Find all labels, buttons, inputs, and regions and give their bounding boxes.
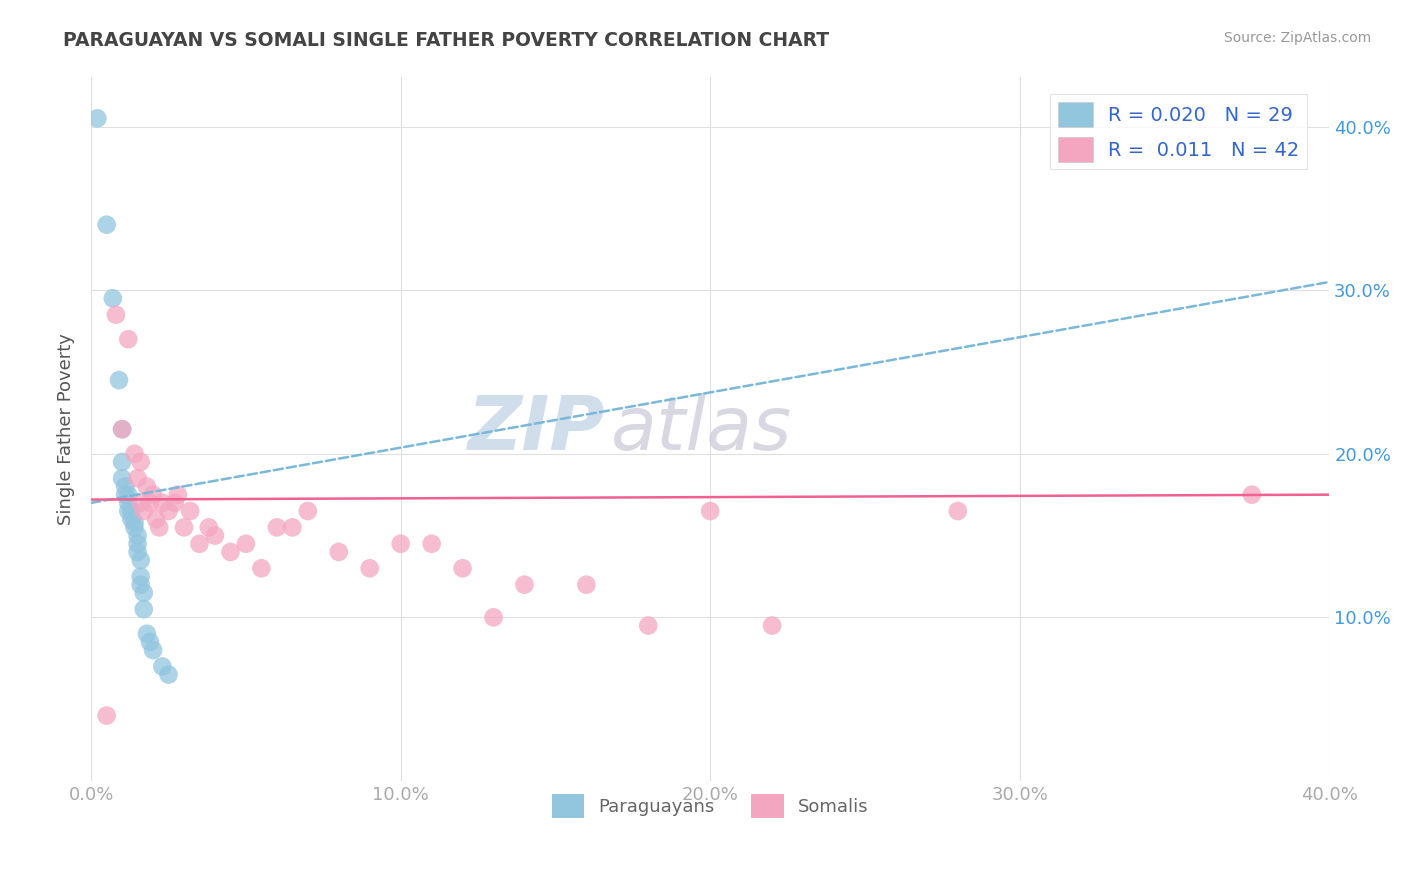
Point [111,455,134,469]
Point [157,504,180,518]
Point [117,332,139,346]
Text: PARAGUAYAN VS SOMALI SINGLE FATHER POVERTY CORRELATION CHART: PARAGUAYAN VS SOMALI SINGLE FATHER POVER… [63,31,830,50]
Point [142,488,165,502]
Point [117,496,139,510]
Point [124,520,146,534]
Point [637,618,659,632]
Point [145,512,167,526]
Point [114,479,136,493]
Point [179,504,201,518]
Point [575,577,598,591]
Point [108,373,131,387]
Point [389,537,412,551]
Point [148,520,170,534]
Point [127,528,149,542]
Point [120,512,142,526]
Point [166,488,188,502]
Point [129,569,152,583]
Point [1240,488,1263,502]
Point [124,516,146,530]
Point [250,561,273,575]
Point [117,488,139,502]
Point [117,504,139,518]
Point [132,602,155,616]
Point [129,455,152,469]
Point [266,520,288,534]
Point [188,537,211,551]
Point [328,545,350,559]
Text: ZIP: ZIP [468,392,605,466]
Point [96,708,118,723]
Point [96,218,118,232]
Point [482,610,505,624]
Y-axis label: Single Father Poverty: Single Father Poverty [58,334,75,525]
Point [946,504,969,518]
Point [513,577,536,591]
Point [127,471,149,485]
Point [120,504,142,518]
Point [135,626,157,640]
Point [86,112,108,126]
Point [114,488,136,502]
Point [219,545,242,559]
Point [359,561,381,575]
Point [129,577,152,591]
Point [111,422,134,436]
Point [451,561,474,575]
Point [761,618,783,632]
Point [163,496,186,510]
Point [139,635,162,649]
Point [281,520,304,534]
Point [135,479,157,493]
Text: Source: ZipAtlas.com: Source: ZipAtlas.com [1223,31,1371,45]
Point [297,504,319,518]
Point [235,537,257,551]
Point [204,528,226,542]
Text: atlas: atlas [612,393,793,466]
Point [173,520,195,534]
Point [699,504,721,518]
Point [124,447,146,461]
Point [129,496,152,510]
Point [127,537,149,551]
Point [157,667,180,681]
Point [111,471,134,485]
Point [197,520,219,534]
Point [132,504,155,518]
Point [150,659,173,673]
Point [127,545,149,559]
Legend: Paraguayans, Somalis: Paraguayans, Somalis [544,787,876,825]
Point [104,308,127,322]
Point [129,553,152,567]
Point [132,586,155,600]
Point [150,496,173,510]
Point [420,537,443,551]
Point [139,496,162,510]
Point [101,291,124,305]
Point [142,643,165,657]
Point [111,422,134,436]
